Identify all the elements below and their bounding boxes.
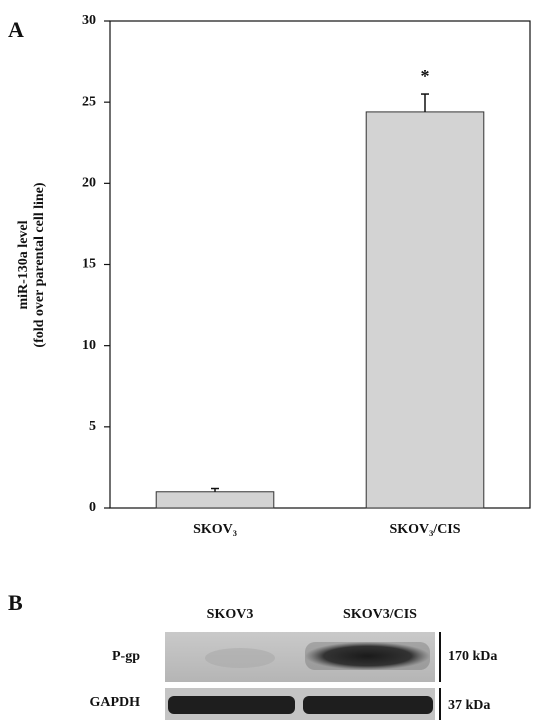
blot-band <box>168 696 295 714</box>
panel-label: B <box>8 590 23 615</box>
y-axis-label: miR-130a level <box>16 220 31 309</box>
y-tick-label: 0 <box>89 500 96 515</box>
figure: A miR-130a level (fold over parental cel… <box>0 0 543 720</box>
row-label: P-gp <box>112 649 140 664</box>
bar <box>156 492 274 508</box>
blot-band <box>205 648 275 668</box>
y-tick-label: 10 <box>82 338 96 353</box>
y-tick-label: 15 <box>82 257 96 272</box>
size-label: 170 kDa <box>448 649 497 664</box>
y-tick-label: 5 <box>89 419 96 434</box>
y-axis-label: (fold over parental cell line) <box>32 182 47 347</box>
blot-band <box>303 696 433 714</box>
y-tick-label: 25 <box>82 94 96 109</box>
bar <box>366 112 484 508</box>
row-label: GAPDH <box>89 695 140 710</box>
significance-mark: * <box>421 66 430 86</box>
panel-label: A <box>8 17 24 42</box>
y-tick-label: 20 <box>82 176 96 191</box>
x-tick-label: SKOV₃/CIS <box>389 522 460 537</box>
column-label: SKOV3 <box>207 607 254 622</box>
size-label: 37 kDa <box>448 698 490 713</box>
y-tick-label: 30 <box>82 13 96 28</box>
x-tick-label: SKOV₃ <box>193 522 237 537</box>
column-label: SKOV3/CIS <box>343 607 417 622</box>
blot-band <box>305 642 430 670</box>
